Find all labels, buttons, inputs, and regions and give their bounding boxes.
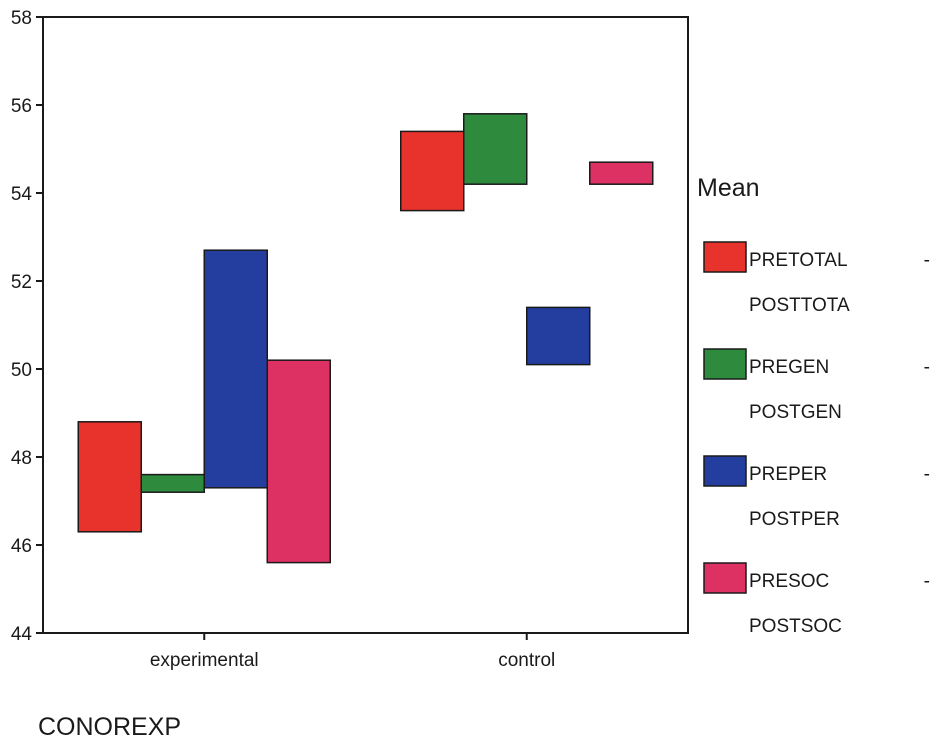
legend: Mean PRETOTAL - POSTTOTA PREGEN - POSTGEN PREP… [697, 174, 930, 637]
bar-pretotal-experimental [77, 421, 142, 533]
x-axis-title: CONOREXP [38, 713, 181, 741]
bar-preper-experimental [203, 249, 268, 489]
y-tick-label: 46 [11, 536, 32, 557]
legend-label-top: PRESOC [749, 571, 829, 592]
legend-swatch [703, 348, 747, 380]
legend-label-dash: - [924, 571, 930, 592]
x-category-label: control [498, 650, 555, 671]
bar-pregen-control [463, 113, 528, 185]
x-category-label: experimental [150, 650, 259, 671]
legend-label-dash: - [924, 357, 930, 378]
bar-pretotal-control [400, 130, 465, 212]
y-tick-label: 54 [11, 184, 33, 205]
y-axis: 44 46 48 50 52 54 56 58 [11, 8, 43, 645]
bar-pregen-experimental [140, 473, 205, 493]
legend-label-top: PREPER [749, 464, 827, 485]
legend-label-bottom: POSTGEN [749, 402, 842, 423]
y-tick-label: 56 [11, 96, 32, 117]
y-tick-label: 48 [11, 448, 32, 469]
legend-label-dash: - [924, 464, 930, 485]
plot-frame [42, 16, 689, 634]
bar-presoc-control [589, 161, 654, 185]
legend-swatch [703, 455, 747, 487]
legend-title: Mean [697, 174, 760, 202]
legend-label-top: PRETOTAL [749, 250, 848, 271]
y-tick-label: 58 [11, 8, 32, 29]
legend-label-bottom: POSTSOC [749, 616, 842, 637]
legend-swatch [703, 241, 747, 273]
legend-swatch [703, 562, 747, 594]
legend-label-dash: - [924, 250, 930, 271]
y-tick-label: 44 [11, 624, 33, 645]
x-axis: experimental control [150, 633, 555, 671]
bar-presoc-experimental [266, 359, 331, 564]
y-tick-label: 50 [11, 360, 32, 381]
legend-label-bottom: POSTTOTA [749, 295, 850, 316]
bars-group [77, 113, 654, 564]
bar-preper-control [526, 306, 591, 366]
legend-label-top: PREGEN [749, 357, 829, 378]
legend-label-bottom: POSTPER [749, 509, 840, 530]
y-tick-label: 52 [11, 272, 32, 293]
